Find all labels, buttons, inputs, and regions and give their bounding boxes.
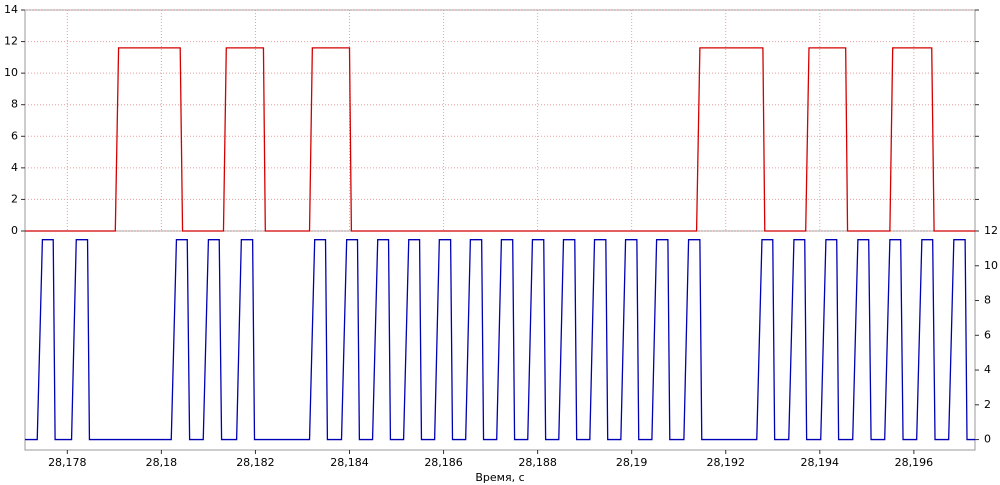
x-tick-label: 28,196 xyxy=(895,456,934,469)
x-tick-label: 28,192 xyxy=(706,456,745,469)
y-tick-label: 10 xyxy=(4,66,18,79)
y2-tick-label: 0 xyxy=(984,433,991,446)
x-axis-label: Время, с xyxy=(475,471,524,484)
x-tick-label: 28,182 xyxy=(236,456,275,469)
y-tick-label: 2 xyxy=(11,192,18,205)
x-tick-label: 28,194 xyxy=(801,456,840,469)
y-tick-label: 6 xyxy=(11,129,18,142)
y2-tick-label: 6 xyxy=(984,328,991,341)
x-tick-label: 28,188 xyxy=(518,456,557,469)
x-tick-label: 28,178 xyxy=(48,456,87,469)
x-tick-label: 28,19 xyxy=(616,456,648,469)
plot-frame xyxy=(24,9,976,451)
x-tick-label: 28,186 xyxy=(424,456,463,469)
y-tick-label: 14 xyxy=(4,3,18,16)
signal-line xyxy=(25,47,975,232)
x-tick-label: 28,184 xyxy=(330,456,369,469)
y2-tick-label: 10 xyxy=(984,259,998,272)
x-tick-label: 28,18 xyxy=(146,456,178,469)
y2-tick-label: 2 xyxy=(984,398,991,411)
y-tick-label: 4 xyxy=(11,161,18,174)
y2-tick-label: 12 xyxy=(984,224,998,237)
y-tick-label: 0 xyxy=(11,224,18,237)
y-tick-label: 12 xyxy=(4,35,18,48)
y-tick-label: 8 xyxy=(11,98,18,111)
signal-line xyxy=(25,239,975,441)
y2-tick-label: 4 xyxy=(984,363,991,376)
y2-tick-label: 8 xyxy=(984,294,991,307)
